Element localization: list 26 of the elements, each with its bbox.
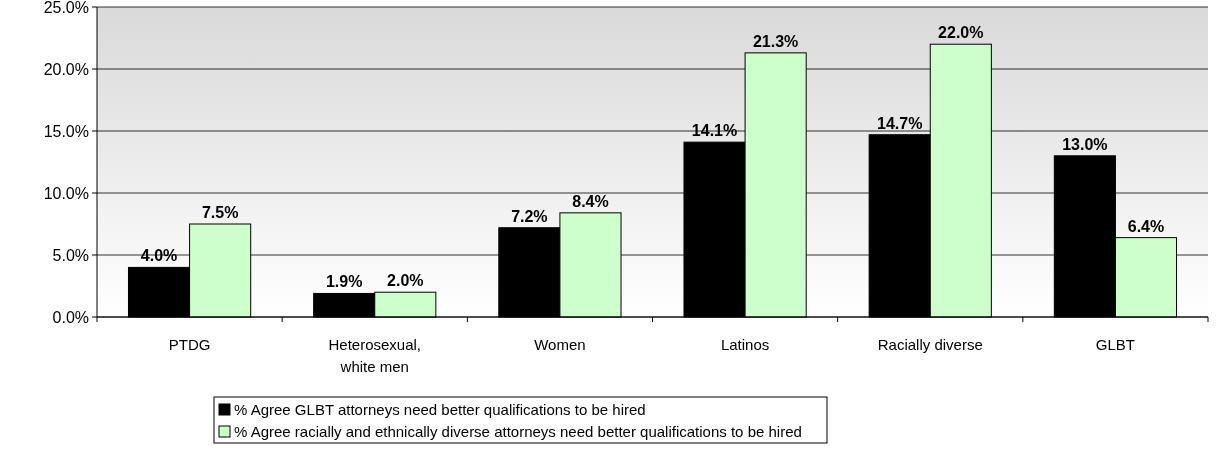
data-label: 7.5% — [201, 204, 239, 221]
x-tick-label: Heterosexual, white men — [328, 336, 422, 375]
x-tick-label: GLBT — [1095, 336, 1136, 353]
y-tick-label: 5.0% — [52, 246, 89, 264]
x-tick-label: PTDG — [168, 336, 211, 353]
y-tick-label: 15.0% — [43, 122, 89, 140]
legend-label: % Agree racially and ethnically diverse attorneys need better qualifications to be hired — [234, 423, 802, 441]
data-label: 2.0% — [387, 272, 424, 290]
data-label: 13.0% — [1062, 135, 1108, 153]
x-tick-label: Latinos — [720, 336, 770, 353]
x-tick-label: Women — [534, 336, 586, 353]
legend-label: % Agree GLBT attorneys need better qualifications to be hired — [234, 401, 646, 419]
data-label: 8.4% — [572, 192, 609, 210]
data-label: 7.2% — [511, 207, 548, 225]
y-tick-label: 25.0% — [43, 0, 89, 16]
data-label: 22.0% — [938, 24, 984, 42]
data-label: 14.1% — [691, 122, 738, 140]
y-tick-label: 10.0% — [43, 184, 89, 202]
data-label: 6.4% — [1127, 217, 1165, 235]
data-label: 4.0% — [140, 247, 178, 265]
x-tick-label: Racially diverse — [877, 336, 983, 353]
data-label: 1.9% — [325, 273, 363, 291]
data-label: 14.7% — [877, 114, 923, 132]
y-tick-label: 0.0% — [52, 308, 89, 326]
y-tick-label: 20.0% — [43, 60, 89, 78]
data-label: 21.3% — [752, 32, 799, 50]
